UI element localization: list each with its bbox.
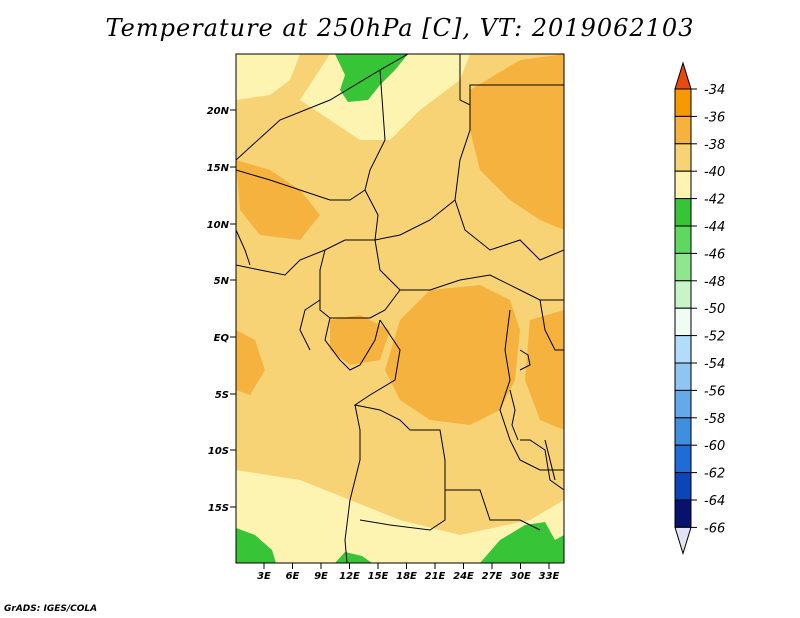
colorbar-swatch — [674, 88, 692, 117]
colorbar-label: -34 — [704, 83, 725, 98]
lake-tanganyika — [509, 389, 519, 441]
lon-label-15e: 15E — [368, 571, 389, 582]
colorbar-label: -36 — [704, 110, 725, 125]
colorbar-swatch — [674, 499, 692, 528]
colorbar-label: -64 — [704, 494, 725, 509]
lake-malawi — [544, 439, 556, 481]
lat-label-10n: 10N — [207, 220, 230, 231]
field-cold-southwest — [236, 528, 276, 563]
colorbar-label: -56 — [704, 384, 725, 399]
field-cold-southeast — [480, 522, 564, 563]
colorbar-label: -46 — [704, 247, 725, 262]
temperature-field — [236, 54, 564, 563]
colorbar-swatch — [674, 307, 692, 337]
lat-label-15s: 15S — [208, 503, 229, 514]
field-warm-gabon — [330, 315, 390, 365]
colorbar-label: -54 — [704, 357, 725, 372]
field-warm-west — [236, 160, 320, 240]
colorbar-swatch — [674, 170, 692, 200]
field-cold-south-center — [335, 552, 372, 563]
lon-label-3e: 3E — [257, 571, 271, 582]
colorbar-label: -44 — [704, 220, 725, 235]
colorbar-swatch — [674, 252, 692, 282]
lon-label-18e: 18E — [396, 571, 417, 582]
border-chad-sudan — [454, 105, 564, 261]
colorbar-swatch — [674, 389, 692, 419]
border-congo-drc — [353, 319, 401, 411]
colorbar-label: -52 — [704, 330, 725, 345]
colorbar-swatch — [674, 362, 692, 391]
lon-label-30e: 30E — [510, 571, 531, 582]
border-car-drc — [374, 239, 564, 301]
latitude-axis: 20N 15N 10N 5N EQ 5S 10S 15S — [207, 106, 236, 514]
colorbar-swatch — [674, 115, 692, 145]
border-nigeria-cameroon — [236, 239, 375, 276]
field-warm-northeast — [470, 54, 564, 230]
border-chad-niger — [364, 69, 386, 241]
border-niger-nigeria — [236, 169, 366, 201]
map-frame — [235, 53, 565, 564]
colorbar-label: -66 — [704, 521, 725, 536]
colorbar-label: -58 — [704, 412, 725, 427]
map-title: Temperature at 250hPa [C], VT: 201906210… — [105, 14, 695, 42]
border-angola-zambia — [379, 409, 541, 531]
colorbar: -34 -36 -38 -40 -42 -44 -46 -48 -50 -52 -54 -56 -58 -… — [674, 61, 725, 556]
grads-credit: GrADS: IGES/COLA — [4, 604, 98, 614]
colorbar-swatch — [674, 472, 692, 501]
border-drc-east — [499, 309, 564, 471]
colorbar-label: -38 — [704, 138, 725, 153]
colorbar-swatch — [674, 225, 692, 254]
field-warm-west-coast — [236, 330, 265, 395]
field-cool-west-sahel — [236, 54, 300, 100]
border-chad-car — [374, 199, 456, 241]
coast-gabon — [299, 299, 321, 351]
colorbar-bottom-arrow — [674, 526, 692, 556]
lat-label-5n: 5N — [214, 276, 230, 287]
colorbar-label: -48 — [704, 275, 725, 290]
colorbar-swatch — [674, 444, 692, 474]
colorbar-label: -62 — [704, 467, 725, 482]
lon-label-9e: 9E — [314, 571, 328, 582]
field-warm-east — [525, 310, 564, 430]
lat-label-10s: 10S — [208, 446, 229, 457]
lon-label-33e: 33E — [539, 571, 560, 582]
lon-label-12e: 12E — [339, 571, 360, 582]
colorbar-swatch — [674, 280, 692, 309]
lat-label-eq: EQ — [214, 333, 230, 344]
colorbar-label: -50 — [704, 302, 725, 317]
colorbar-label: -60 — [704, 439, 725, 454]
boundaries — [236, 54, 564, 563]
lon-label-6e: 6E — [286, 571, 300, 582]
longitude-axis: 3E 6E 9E 12E 15E 18E 21E 24E 27E 30E 33E — [257, 563, 560, 582]
colorbar-swatch — [674, 335, 692, 364]
field-cold-north — [335, 54, 408, 102]
colorbar-top-arrow — [674, 61, 692, 90]
field-warm-center — [385, 285, 520, 425]
border-uganda — [539, 299, 564, 351]
border-tanzania — [520, 439, 564, 491]
lat-label-20n: 20N — [207, 106, 230, 117]
field-cool-south — [236, 470, 564, 563]
lon-label-27e: 27E — [482, 571, 503, 582]
field-cool-north — [300, 54, 470, 140]
lon-label-21e: 21E — [425, 571, 446, 582]
coast-angola — [344, 404, 361, 563]
colorbar-swatch — [674, 417, 692, 446]
lat-label-5s: 5S — [215, 390, 229, 401]
lon-label-24e: 24E — [453, 571, 474, 582]
lake-victoria — [519, 349, 531, 371]
colorbar-label: -40 — [704, 165, 725, 180]
coast-west-africa — [236, 229, 251, 266]
colorbar-swatch — [674, 198, 692, 227]
border-gabon-congo — [324, 317, 381, 371]
lat-label-15n: 15N — [207, 163, 230, 174]
colorbar-swatch — [674, 143, 692, 172]
border-namibia — [359, 490, 446, 531]
border-north-1 — [236, 54, 409, 161]
colorbar-label: -42 — [704, 193, 725, 208]
